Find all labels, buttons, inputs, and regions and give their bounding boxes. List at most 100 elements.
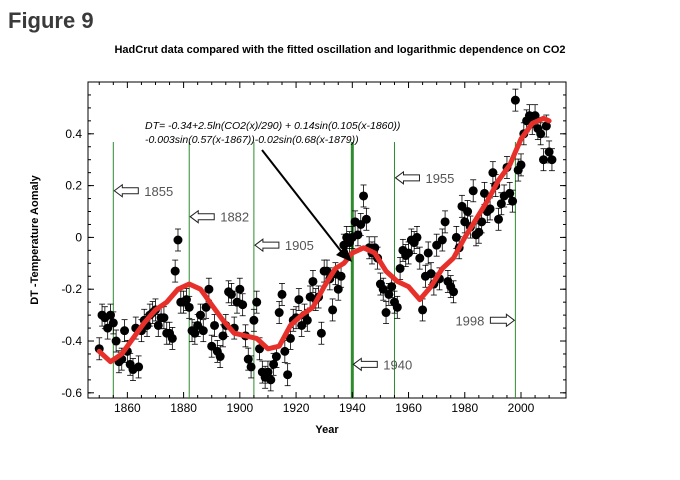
x-tick-label: 1920	[283, 401, 310, 415]
marker-label-1940: 1940	[383, 357, 412, 372]
data-point	[412, 232, 422, 242]
tick-layer: 1860 1880 1900 1920 1940 1960 1980 2000 -0.6 -0.4…	[61, 82, 566, 415]
data-point	[277, 289, 287, 299]
data-point	[210, 320, 220, 330]
data-point	[449, 287, 459, 297]
data-point	[508, 196, 518, 206]
data-point	[451, 232, 461, 242]
data-point	[173, 235, 183, 245]
data-point	[477, 217, 487, 227]
y-tick-label: 0	[75, 230, 82, 244]
data-point	[198, 326, 208, 336]
data-point	[404, 248, 414, 258]
data-point	[328, 305, 338, 315]
marker-label-1905: 1905	[285, 238, 314, 253]
y-tick-label: -0.2	[61, 282, 82, 296]
data-point	[195, 310, 205, 320]
marker-layer	[112, 142, 516, 398]
data-point	[218, 331, 228, 341]
data-point	[387, 282, 397, 292]
y-tick-label: 0.4	[65, 127, 82, 141]
data-point	[190, 328, 200, 338]
annotation-layer: 1855 1882 1905 1940 1955 1998	[113, 170, 516, 372]
data-point	[235, 284, 245, 294]
x-tick-label: 1940	[339, 401, 366, 415]
x-axis-title: Year	[315, 424, 339, 436]
data-point	[255, 344, 265, 354]
data-point	[539, 155, 549, 165]
data-point	[134, 362, 144, 372]
data-point	[505, 188, 515, 198]
data-point	[201, 302, 211, 312]
marker-arrow-1940	[352, 357, 378, 372]
data-point	[479, 188, 489, 198]
data-point	[544, 147, 554, 157]
formula-line-1: DT= -0.34+2.5ln(CO2(x)/290) + 0.14sin(0.…	[145, 120, 400, 132]
marker-arrow-1955	[394, 170, 420, 185]
x-tick-label: 1860	[114, 401, 141, 415]
marker-label-1998: 1998	[455, 313, 484, 328]
data-point	[302, 315, 312, 325]
data-point	[167, 333, 177, 343]
figure-label: Figure 9	[8, 8, 94, 33]
data-point	[159, 313, 169, 323]
data-point	[271, 352, 281, 362]
data-point	[294, 295, 304, 305]
data-point	[384, 289, 394, 299]
fit-curve	[96, 115, 552, 365]
data-point	[359, 191, 369, 201]
data-point	[108, 318, 118, 328]
data-point	[204, 284, 214, 294]
data-point	[395, 263, 405, 273]
data-point	[153, 320, 163, 330]
x-tick-label: 2000	[508, 401, 535, 415]
marker-label-1955: 1955	[425, 171, 454, 186]
data-point	[541, 121, 551, 131]
x-tick-label: 1960	[395, 401, 422, 415]
formula-line-2: -0.003sin(0.57(x-1867))-0.02sin(0.68(x-1…	[145, 134, 359, 146]
data-point	[496, 199, 506, 209]
data-point	[120, 326, 130, 336]
data-point	[426, 269, 436, 279]
data-point	[226, 289, 236, 299]
x-tick-label: 1880	[170, 401, 197, 415]
y-tick-label: -0.4	[61, 334, 82, 348]
data-point	[440, 217, 450, 227]
x-tick-label: 1900	[226, 401, 253, 415]
formula-pointer	[261, 149, 345, 256]
data-point	[423, 248, 433, 258]
data-point	[246, 362, 256, 372]
formula-pointer-head	[336, 246, 352, 262]
data-point	[415, 253, 425, 263]
data-point	[361, 214, 371, 224]
data-point	[238, 300, 248, 310]
data-point	[280, 346, 290, 356]
data-point	[468, 186, 478, 196]
chart-title: HadCrut data compared with the fitted os…	[114, 44, 566, 56]
data-point	[392, 302, 402, 312]
data-point	[353, 230, 363, 240]
marker-label-1882: 1882	[220, 210, 249, 225]
data-point	[184, 302, 194, 312]
data-point	[474, 227, 484, 237]
data-point	[381, 308, 391, 318]
data-point	[333, 284, 343, 294]
marker-arrow-1855	[113, 183, 139, 198]
data-point	[494, 214, 504, 224]
data-point	[283, 370, 293, 380]
data-point	[536, 129, 546, 139]
data-point	[252, 297, 262, 307]
data-point	[269, 359, 279, 369]
data-point	[485, 204, 495, 214]
marker-arrow-1882	[189, 209, 215, 224]
data-point	[170, 266, 180, 276]
data-point	[510, 95, 520, 105]
data-point	[285, 333, 295, 343]
data-point	[105, 310, 115, 320]
data-point	[249, 315, 259, 325]
data-point	[463, 207, 473, 217]
y-axis-title: DT -Temperature Aomaly	[29, 174, 41, 304]
data-point	[111, 336, 121, 346]
data-point	[181, 295, 191, 305]
